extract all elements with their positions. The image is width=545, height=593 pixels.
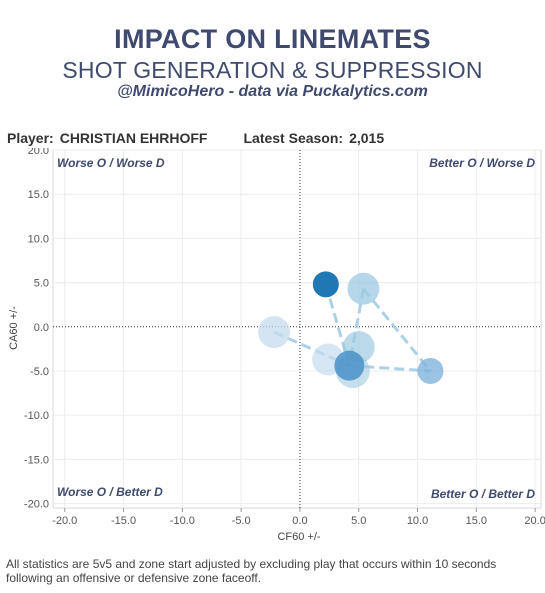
- x-tick-label: -20.0: [52, 515, 77, 527]
- x-tick-label: 15.0: [466, 515, 487, 527]
- link-line: [362, 287, 432, 372]
- scatter-plot: -20.0 -15.0 -10.0 -5.0 0.0 5.0 10.0 15.0 20.0 20.…: [8, 148, 545, 543]
- data-point: [417, 357, 444, 384]
- x-tick-label: 5.0: [351, 515, 366, 527]
- x-tick-label: -10.0: [170, 515, 195, 527]
- footnote: All statistics are 5v5 and zone start ad…: [6, 557, 497, 585]
- x-tick-label: -5.0: [232, 515, 251, 527]
- y-tick-label: 20.0: [28, 148, 49, 157]
- x-tick-label: -15.0: [111, 515, 136, 527]
- y-tick-label: 0.0: [34, 322, 49, 334]
- chart-byline: @MimicoHero - data via Puckalytics.com: [117, 83, 428, 100]
- y-axis-label: CA60 +/-: [8, 306, 20, 350]
- link-line: [349, 364, 431, 373]
- x-tick-label: 0.0: [292, 515, 307, 527]
- x-axis-label: CF60 +/-: [277, 531, 320, 543]
- plot-frame: [52, 149, 542, 509]
- y-tick-label: -20.0: [24, 499, 49, 511]
- quadrant-label-bottom-right: Better O / Better D: [431, 487, 535, 501]
- chart-title: IMPACT ON LINEMATES: [114, 24, 431, 54]
- data-point: [258, 316, 291, 349]
- y-tick-label: 10.0: [28, 233, 49, 245]
- x-tick-label: 10.0: [407, 515, 428, 527]
- season-label: Latest Season:: [243, 130, 344, 146]
- axis-layer: -20.0 -15.0 -10.0 -5.0 0.0 5.0 10.0 15.0 20.0 20.…: [24, 148, 545, 527]
- quadrant-label-bottom-left: Worse O / Better D: [57, 485, 163, 499]
- player-info-row: Player: CHRISTIAN EHRHOFF Latest Season: 2,…: [7, 130, 390, 146]
- data-point: [312, 271, 339, 298]
- y-tick-label: 15.0: [28, 189, 49, 201]
- quadrant-label-top-right: Better O / Worse D: [429, 156, 535, 170]
- player-label: Player:: [7, 130, 54, 146]
- season-value: 2,015: [349, 130, 385, 146]
- data-point: [347, 272, 380, 305]
- y-tick-label: 5.0: [34, 278, 49, 290]
- y-tick-label: -10.0: [24, 410, 49, 422]
- data-point: [334, 350, 365, 381]
- grid-layer: [52, 149, 542, 509]
- y-tick-label: -5.0: [30, 366, 49, 378]
- player-name: CHRISTIAN EHRHOFF: [59, 130, 208, 146]
- label-layer: Worse O / Worse D Better O / Worse D Worse…: [57, 156, 535, 501]
- quadrant-label-top-left: Worse O / Worse D: [57, 156, 165, 170]
- chart-subtitle: SHOT GENERATION & SUPPRESSION: [62, 57, 483, 83]
- point-layer: [258, 271, 444, 388]
- y-tick-label: -15.0: [24, 454, 49, 466]
- x-tick-label: 20.0: [524, 515, 545, 527]
